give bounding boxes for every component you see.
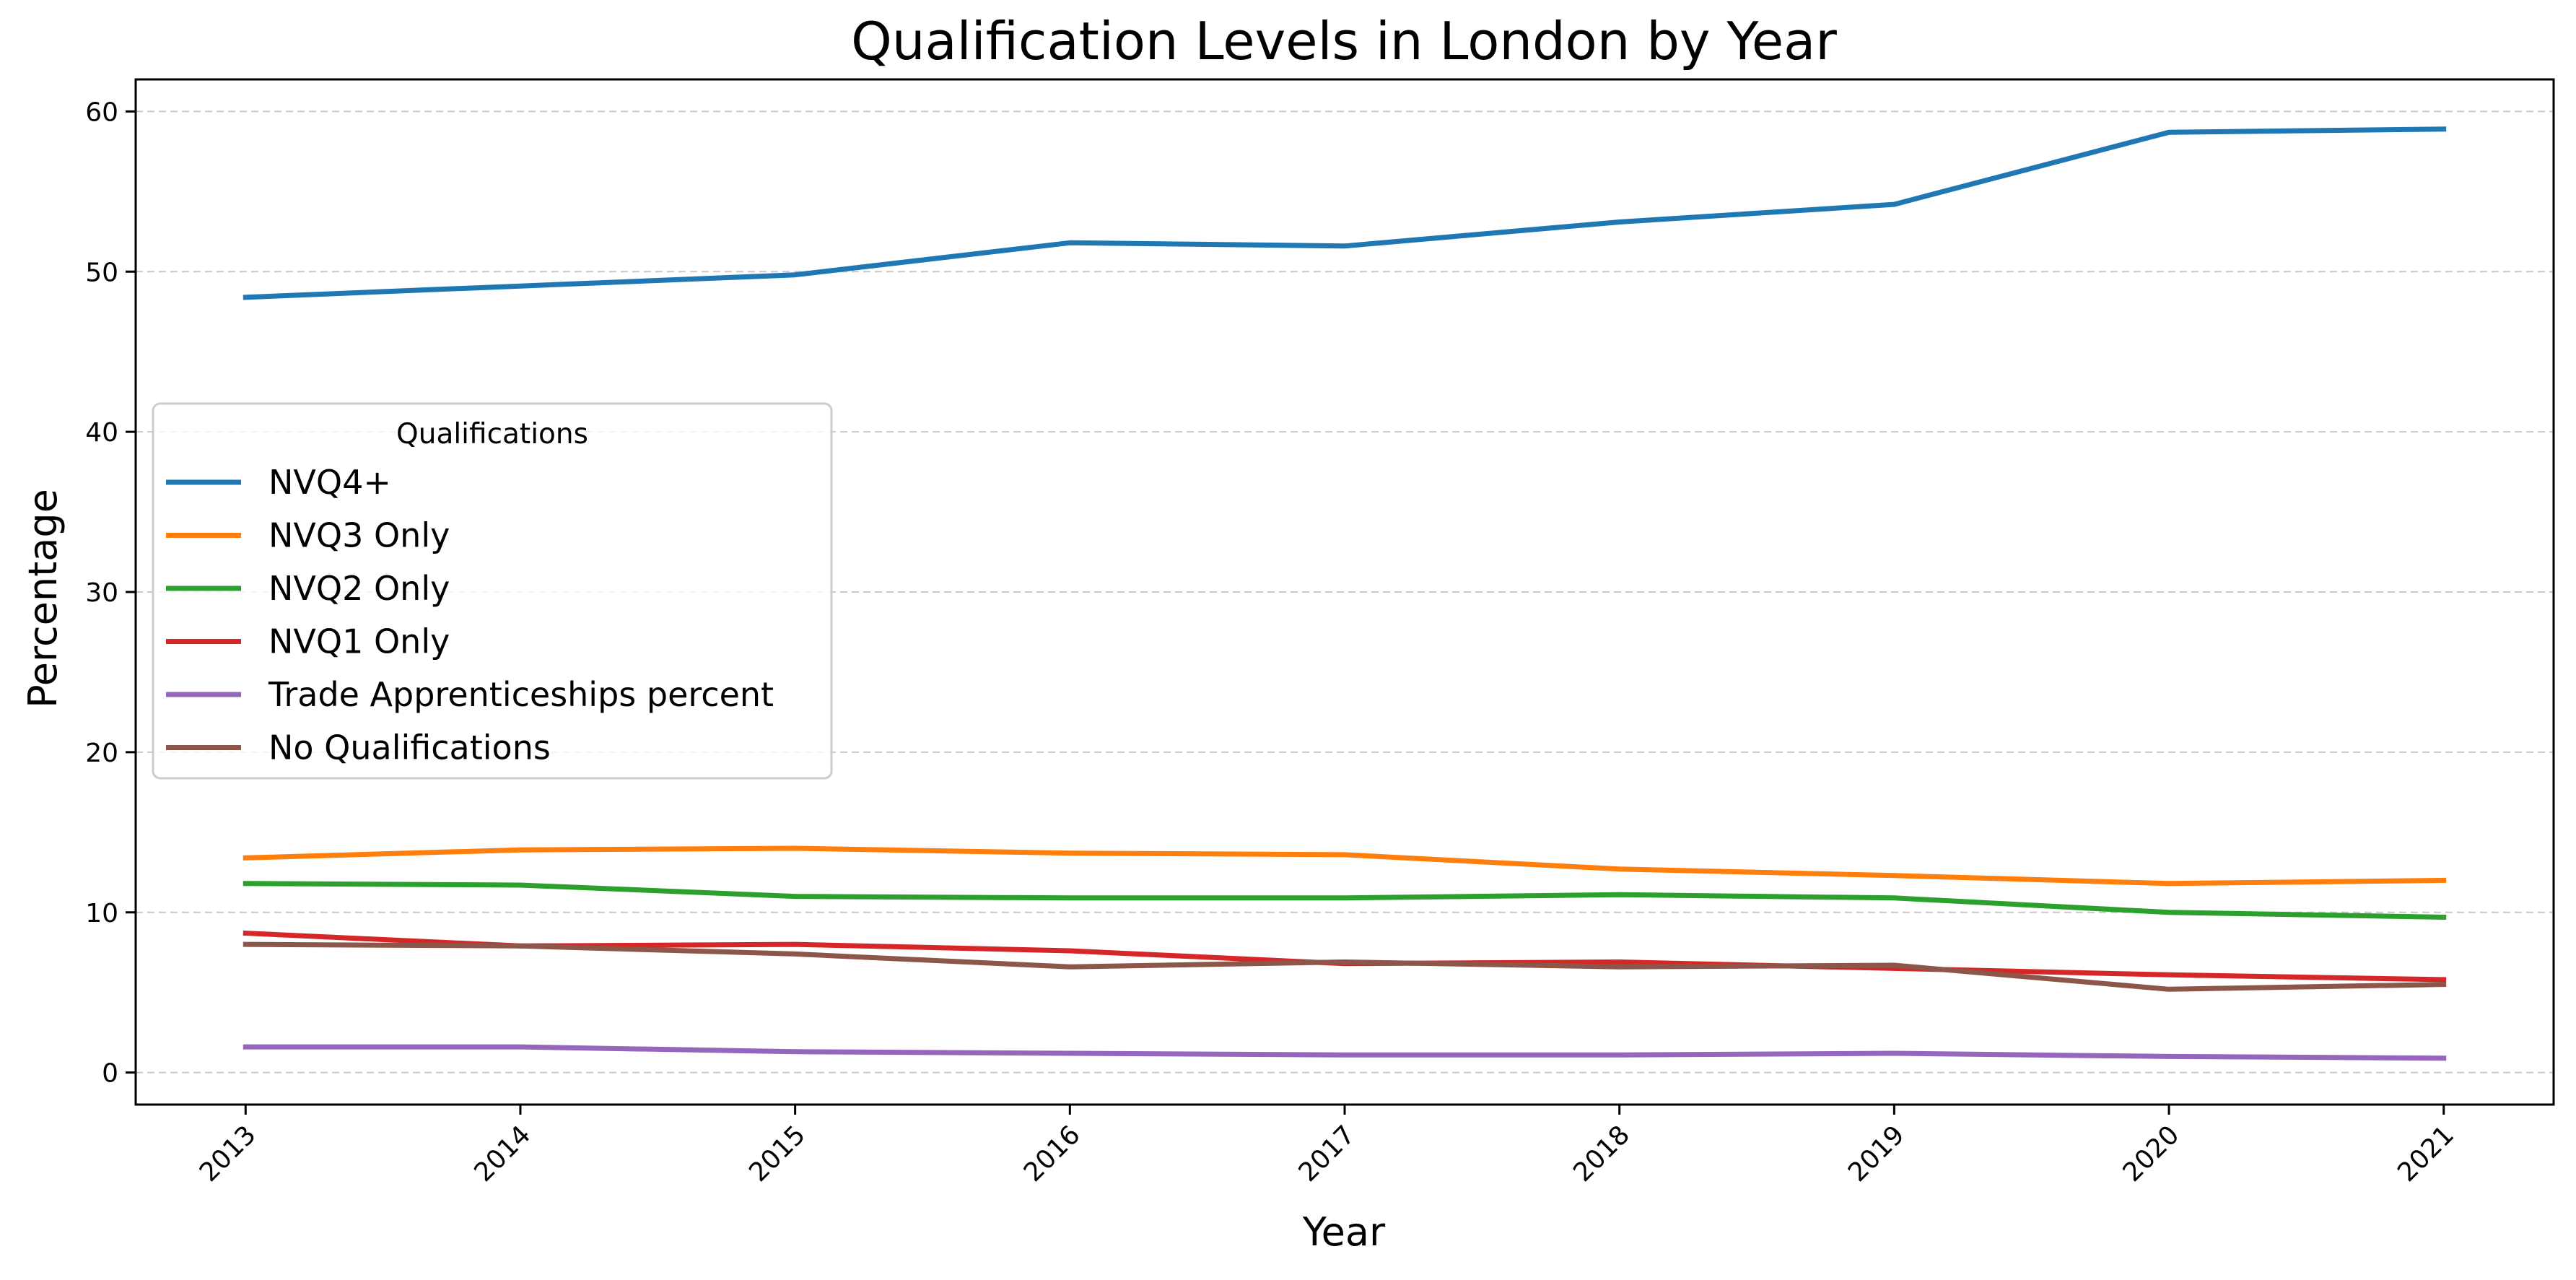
legend-label-trade-apprenticeships-percent: Trade Apprenticeships percent [268, 675, 774, 714]
y-tick-label: 20 [85, 739, 118, 768]
chart-title: Qualification Levels in London by Year [851, 11, 1837, 71]
y-tick-label: 40 [85, 418, 118, 448]
y-axis-label: Percentage [20, 489, 66, 708]
series-line-nvq2-only [243, 881, 2447, 920]
y-tick-label: 0 [102, 1059, 118, 1089]
y-axis-ticks: 0 10 20 30 40 50 60 [85, 97, 136, 1089]
series-line-no-qualifications [243, 941, 2447, 992]
legend-items: NVQ4+ NVQ3 Only NVQ2 Only NVQ1 Only Trade Ap… [166, 463, 774, 767]
legend-label-nvq2-only: NVQ2 Only [268, 569, 450, 608]
series-line-nvq4 [243, 126, 2447, 300]
series-line-nvq3-only [243, 845, 2447, 887]
legend-title: Qualifications [396, 418, 588, 450]
legend-label-no-qualifications: No Qualifications [268, 728, 551, 767]
legend-label-nvq4: NVQ4+ [268, 463, 391, 502]
y-tick-label: 10 [85, 899, 118, 928]
series-line-trade-apprenticeships-percent [243, 1044, 2447, 1061]
series-lines [243, 126, 2447, 1061]
x-axis-label: Year [1302, 1209, 1386, 1255]
y-tick-label: 60 [85, 97, 118, 127]
legend-label-nvq1-only: NVQ1 Only [268, 622, 450, 661]
legend-label-nvq3-only: NVQ3 Only [268, 516, 450, 555]
y-tick-label: 30 [85, 578, 118, 608]
legend-box [152, 402, 833, 780]
y-tick-label: 50 [85, 258, 118, 287]
